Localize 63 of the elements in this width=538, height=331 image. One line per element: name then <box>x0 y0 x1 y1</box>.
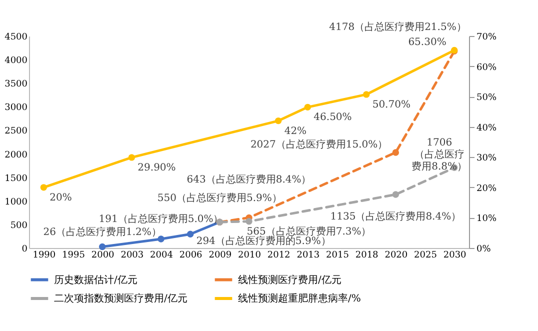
point <box>392 149 400 156</box>
y2-tick-label: 50% <box>476 93 497 104</box>
x-tick-label: 1990 <box>32 250 56 260</box>
data-label: 65.30% <box>408 37 446 48</box>
x-tick-label: 2003 <box>120 250 144 260</box>
point <box>158 236 164 242</box>
data-label: 46.50% <box>314 112 352 124</box>
x-tick-label: 2000 <box>91 250 115 260</box>
data-label: 42% <box>284 126 307 137</box>
point <box>186 230 194 238</box>
x-tick-label: 2030 <box>443 250 467 260</box>
data-label: 20% <box>50 192 72 204</box>
y-tick-label: 1500 <box>4 174 28 184</box>
y-tick-label: 0 <box>22 244 28 254</box>
x-tick-label: 2012 <box>267 250 290 260</box>
y-tick-label: 2500 <box>4 126 28 137</box>
y2-tick-label: 70% <box>476 32 497 42</box>
x-tick-label: 2010 <box>238 250 262 260</box>
x-tick-label: 2006 <box>179 250 203 260</box>
data-label: 4178（占总医疗费用21.5%） <box>329 21 466 34</box>
data-label: 2027（占总医疗费用15.0%） <box>250 138 388 151</box>
data-label: 294（占总医疗费用的5.9%） <box>196 235 331 248</box>
data-label: 550（占总医疗费用5.9%） <box>157 192 282 204</box>
y2-tick-label: 0% <box>476 244 492 254</box>
y2-tick-label: 60% <box>476 62 497 73</box>
x-tick-label: 2015 <box>326 250 350 260</box>
x-tick-label: 2004 <box>150 250 174 260</box>
data-label: 191（占总医疗费用5.0%） <box>98 213 224 225</box>
data-label: 1135（占总医疗费用8.4%） <box>330 210 462 223</box>
point <box>304 104 312 111</box>
point <box>274 117 282 124</box>
x-tick-label: 1995 <box>62 250 86 260</box>
data-label: 50.70% <box>372 99 410 110</box>
y-tick-label: 1000 <box>4 197 28 208</box>
y2-tick-label: 10% <box>476 214 497 224</box>
legend-label: 二次项指数预测医疗费用/亿元 <box>54 292 188 304</box>
legend-label: 历史数据估计/亿元 <box>54 274 138 286</box>
y2-tick-label: 20% <box>476 184 497 194</box>
y-tick-label: 3500 <box>4 80 28 90</box>
data-label: 29.90% <box>138 162 176 174</box>
y2-tick-label: 40% <box>476 123 497 134</box>
x-tick-label: 2009 <box>208 250 232 260</box>
legend-label: 线性预测超重肥胖患病率/% <box>238 292 361 304</box>
y-tick-label: 4500 <box>4 32 28 42</box>
y-tick-label: 2000 <box>4 150 28 160</box>
x-tick-label: 2018 <box>355 250 379 260</box>
point <box>362 91 370 98</box>
data-label: 643（占总医疗费用8.4%） <box>186 174 312 186</box>
y-tick-label: 4000 <box>4 56 28 66</box>
legend-label: 线性预测医疗费用/亿元 <box>238 274 342 286</box>
y-tick-label: 500 <box>10 220 28 231</box>
x-tick-label: 2020 <box>384 250 408 260</box>
point <box>128 154 136 161</box>
x-tick-label: 2013 <box>296 250 320 260</box>
data-label: 26（占总医疗费用1.2%） <box>43 226 162 238</box>
point <box>392 191 400 198</box>
data-label: 1706（占总医疗费用8.8%） <box>412 138 468 173</box>
point <box>98 243 106 250</box>
x-tick-label: 2025 <box>414 250 438 260</box>
point <box>246 218 252 225</box>
y2-tick-label: 30% <box>476 154 497 164</box>
y-tick-label: 3000 <box>4 103 28 114</box>
point <box>40 184 48 191</box>
